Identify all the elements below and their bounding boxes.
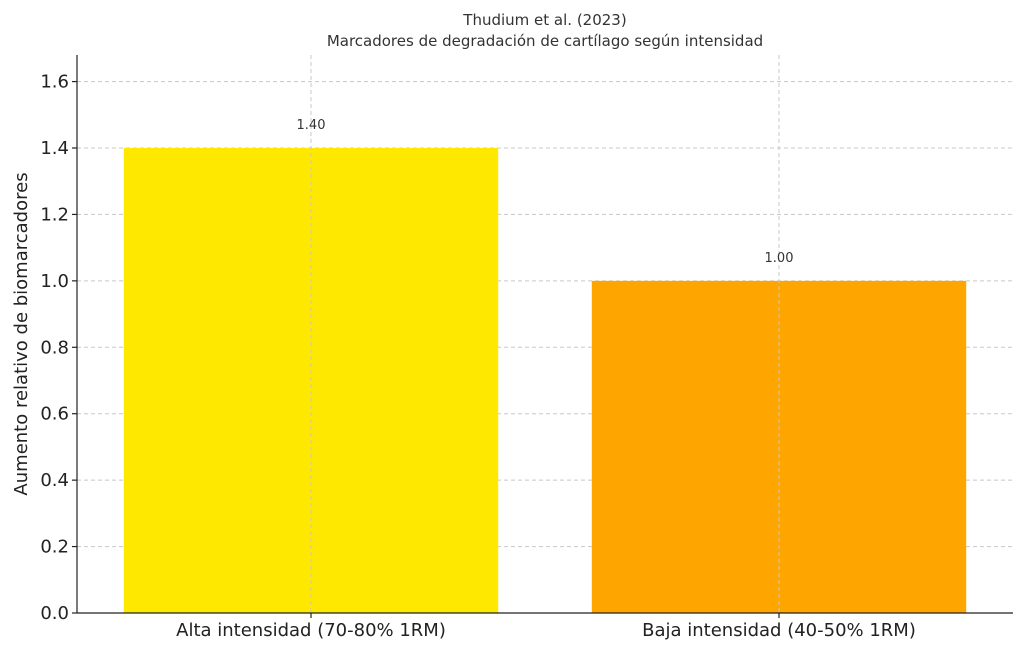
- y-tick-label: 0.4: [40, 470, 69, 491]
- bar-value-label: 1.40: [297, 118, 326, 133]
- y-ticks: 0.0 0.2 0.4 0.6 0.8 1.0 1.2 1.4 1.6: [40, 72, 77, 624]
- y-tick-label: 0.0: [40, 603, 69, 624]
- x-tick-label: Baja intensidad (40-50% 1RM): [642, 620, 916, 641]
- chart-title: Thudium et al. (2023): [462, 11, 626, 29]
- y-tick-label: 0.8: [40, 337, 69, 358]
- y-tick-label: 1.6: [40, 72, 69, 93]
- bars: [123, 148, 967, 613]
- bar-value-label: 1.00: [765, 251, 794, 266]
- x-ticks: Alta intensidad (70-80% 1RM) Baja intensi…: [176, 613, 916, 641]
- chart-subtitle: Marcadores de degradación de cartílago s…: [327, 32, 763, 50]
- y-tick-label: 0.2: [40, 537, 69, 558]
- y-tick-label: 1.2: [40, 204, 69, 225]
- x-tick-label: Alta intensidad (70-80% 1RM): [176, 620, 446, 641]
- y-tick-label: 1.4: [40, 138, 69, 159]
- data-labels: 1.40 1.00: [297, 55, 794, 613]
- y-tick-label: 1.0: [40, 271, 69, 292]
- y-axis-label: Aumento relativo de biomarcadores: [11, 172, 32, 495]
- y-tick-label: 0.6: [40, 404, 69, 425]
